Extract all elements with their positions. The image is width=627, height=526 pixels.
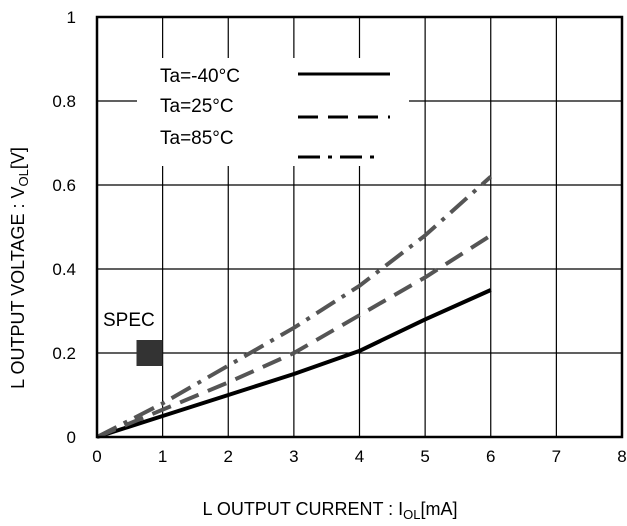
spec-annotation: SPEC xyxy=(103,310,163,366)
spec-label: SPEC xyxy=(103,310,155,331)
y-tick-label-1: 0.2 xyxy=(52,344,76,363)
y-tick-label-5: 1 xyxy=(67,8,76,27)
x-tick-label-6: 6 xyxy=(486,447,495,466)
series-line-0 xyxy=(96,288,492,439)
x-tick-label-1: 1 xyxy=(158,447,167,466)
tick-labels: 0 1 2 3 4 5 6 7 8 0 0.2 0.4 0.6 0.8 1 xyxy=(52,8,626,466)
x-tick-label-5: 5 xyxy=(420,447,429,466)
plot-frame xyxy=(95,15,624,439)
x-tick-label-2: 2 xyxy=(224,447,233,466)
y-tick-label-3: 0.6 xyxy=(52,176,76,195)
x-axis-title: L OUTPUT CURRENT : IOL[mA] xyxy=(202,499,457,522)
legend-box xyxy=(137,58,409,166)
y-tick-label-2: 0.4 xyxy=(52,260,76,279)
series-line-1 xyxy=(96,233,492,439)
y-axis-title: L OUTPUT VOLTAGE : VOL[V] xyxy=(8,147,31,389)
series-layer xyxy=(96,175,493,439)
x-tick-label-3: 3 xyxy=(289,447,298,466)
x-tick-label-8: 8 xyxy=(617,447,626,466)
spec-marker-0 xyxy=(136,340,163,366)
x-tick-label-7: 7 xyxy=(552,447,561,466)
y-tick-label-0: 0 xyxy=(67,428,76,447)
x-tick-label-0: 0 xyxy=(92,447,101,466)
y-tick-label-4: 0.8 xyxy=(52,92,76,111)
plot-border xyxy=(95,15,624,439)
series-line-2 xyxy=(96,175,493,439)
legend-label-ta-25: Ta=25°C xyxy=(160,96,234,117)
legend: Ta=-40°C Ta=25°C Ta=85°C xyxy=(137,58,409,166)
legend-label-ta-minus40: Ta=-40°C xyxy=(160,66,240,87)
legend-label-ta-85: Ta=85°C xyxy=(160,128,234,149)
x-tick-label-4: 4 xyxy=(355,447,364,466)
